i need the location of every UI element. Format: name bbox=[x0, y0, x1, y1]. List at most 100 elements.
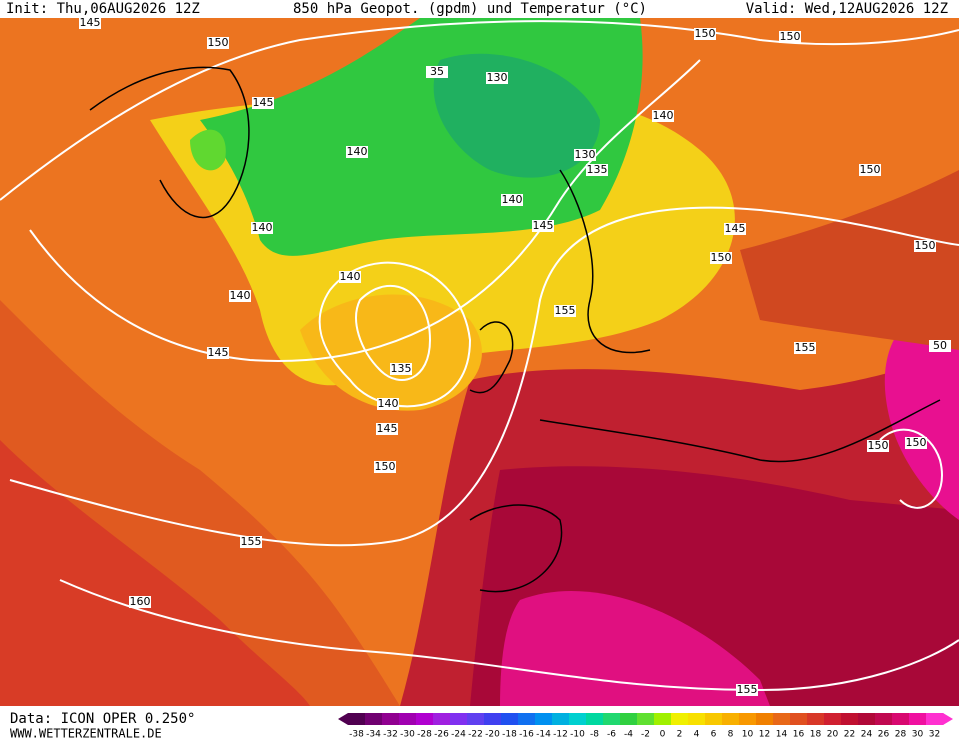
contour-label-box bbox=[859, 164, 881, 176]
colorbar-label: -28 bbox=[417, 730, 432, 740]
colorbar-swatch bbox=[382, 713, 400, 725]
contour-label-box bbox=[251, 222, 273, 234]
colorbar-swatch bbox=[620, 713, 638, 725]
colorbar-swatch bbox=[773, 713, 791, 725]
contour-label: 140 bbox=[252, 221, 273, 234]
colorbar-label: 18 bbox=[810, 730, 822, 740]
colorbar-swatch bbox=[705, 713, 723, 725]
colorbar-label: -30 bbox=[400, 730, 415, 740]
colorbar-label: -4 bbox=[624, 730, 633, 740]
colorbar-label: 0 bbox=[660, 730, 666, 740]
colorbar-swatch bbox=[909, 713, 927, 725]
colorbar-label: -32 bbox=[383, 730, 398, 740]
colorbar-label: 30 bbox=[912, 730, 924, 740]
contour-label: 150 bbox=[780, 30, 801, 43]
contour-label: 145 bbox=[253, 96, 274, 109]
colorbar-label: 6 bbox=[711, 730, 717, 740]
colorbar-swatch bbox=[348, 713, 366, 725]
contour-label-box bbox=[390, 363, 412, 375]
colorbar-label: -22 bbox=[468, 730, 483, 740]
contour-label-box bbox=[779, 31, 801, 43]
contour-label: 50 bbox=[933, 339, 947, 352]
colorbar-swatch bbox=[399, 713, 417, 725]
contour-label-box bbox=[339, 271, 361, 283]
contour-label: 150 bbox=[868, 439, 889, 452]
colorbar-label: -26 bbox=[434, 730, 449, 740]
colorbar-swatch bbox=[603, 713, 621, 725]
contour-label-box bbox=[554, 305, 576, 317]
colorbar-swatch bbox=[450, 713, 468, 725]
contour-label-box bbox=[905, 437, 927, 449]
header-bar bbox=[0, 0, 959, 18]
colorbar-label: -38 bbox=[349, 730, 364, 740]
contour-label: 155 bbox=[737, 683, 758, 696]
colorbar-label: -34 bbox=[366, 730, 381, 740]
colorbar-label: 14 bbox=[776, 730, 788, 740]
contour-label: 150 bbox=[915, 239, 936, 252]
contour-label: 145 bbox=[533, 219, 554, 232]
contour-label: 140 bbox=[502, 193, 523, 206]
data-source: Data: ICON OPER 0.250° bbox=[10, 711, 195, 727]
colorbar-swatch bbox=[722, 713, 740, 725]
colorbar-label: 10 bbox=[742, 730, 754, 740]
contour-label-box bbox=[652, 110, 674, 122]
colorbar-label: -10 bbox=[570, 730, 585, 740]
contour-label-box bbox=[501, 194, 523, 206]
coastlines bbox=[89, 66, 941, 593]
colorbar-label: -16 bbox=[519, 730, 534, 740]
colorbar-label: -8 bbox=[590, 730, 599, 740]
contour-label-box bbox=[252, 97, 274, 109]
contour-label-box bbox=[376, 423, 398, 435]
contour-label-box bbox=[207, 347, 229, 359]
contour-label: 130 bbox=[575, 148, 596, 161]
colorbar: -38 -34 -32 -30 -28 -26 -24 -22 -20 -18 -16 -14 -12-… bbox=[338, 713, 953, 740]
colorbar-label: -20 bbox=[485, 730, 500, 740]
init-time: Init: Thu,06AUG2026 12Z bbox=[6, 1, 200, 17]
contour-label-box bbox=[346, 146, 368, 158]
colorbar-swatch bbox=[535, 713, 553, 725]
contour-label: 150 bbox=[375, 460, 396, 473]
contour-label: 145 bbox=[725, 222, 746, 235]
colorbar-swatch bbox=[552, 713, 570, 725]
colorbar-label: 20 bbox=[827, 730, 839, 740]
colorbar-swatch bbox=[858, 713, 876, 725]
contour-label: 140 bbox=[340, 270, 361, 283]
colorbar-label: 4 bbox=[694, 730, 700, 740]
contour-label: 140 bbox=[347, 145, 368, 158]
colorbar-label: -14 bbox=[536, 730, 551, 740]
colorbar-swatch bbox=[654, 713, 672, 725]
contour-label: 140 bbox=[230, 289, 251, 302]
colorbar-swatch bbox=[484, 713, 502, 725]
colorbar-label: 8 bbox=[728, 730, 734, 740]
colorbar-label: 32 bbox=[929, 730, 940, 740]
colorbar-swatch bbox=[875, 713, 893, 725]
contour-label-box bbox=[486, 72, 508, 84]
colorbar-swatch bbox=[688, 713, 706, 725]
colorbar-label: 24 bbox=[861, 730, 873, 740]
colorbar-label: -24 bbox=[451, 730, 466, 740]
colorbar-swatch bbox=[637, 713, 655, 725]
colorbar-swatch bbox=[433, 713, 451, 725]
contour-label: 150 bbox=[860, 163, 881, 176]
colorbar-swatch bbox=[841, 713, 859, 725]
map-title: 850 hPa Geopot. (gpdm) und Temperatur (°… bbox=[293, 1, 647, 17]
contour-label-box bbox=[914, 240, 936, 252]
contour-label: 135 bbox=[587, 163, 608, 176]
contour-label-box bbox=[426, 66, 448, 78]
contour-label: 145 bbox=[377, 422, 398, 435]
contour-label-box bbox=[710, 252, 732, 264]
contour-label-box bbox=[207, 37, 229, 49]
contour-label: 140 bbox=[378, 397, 399, 410]
contour-label-box bbox=[240, 536, 262, 548]
colorbar-swatch bbox=[926, 713, 944, 725]
contour-label: 150 bbox=[208, 36, 229, 49]
valid-time: Valid: Wed,12AUG2026 12Z bbox=[746, 1, 948, 17]
contour-label-box bbox=[129, 596, 151, 608]
contour-label: 135 bbox=[391, 362, 412, 375]
colorbar-label: -2 bbox=[641, 730, 650, 740]
colorbar-swatch bbox=[824, 713, 842, 725]
contour-label: 150 bbox=[906, 436, 927, 449]
colorbar-swatch bbox=[671, 713, 689, 725]
colorbar-swatch bbox=[790, 713, 808, 725]
contour-label-box bbox=[229, 290, 251, 302]
